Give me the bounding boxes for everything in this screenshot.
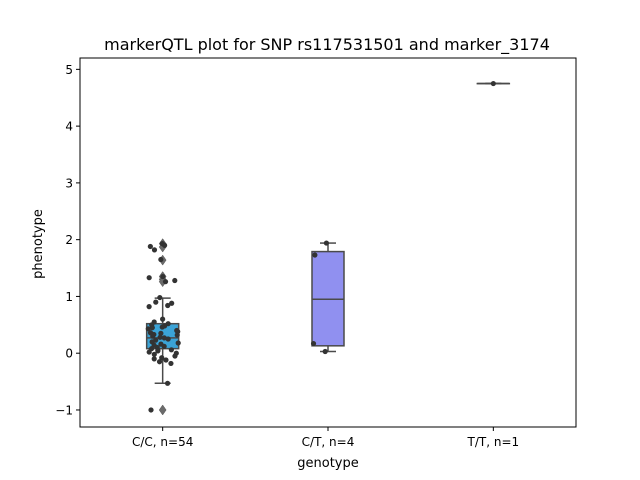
x-tick-label: T/T, n=1	[467, 435, 520, 449]
data-point	[175, 340, 181, 346]
y-tick-label: 5	[65, 63, 73, 77]
data-point	[151, 331, 157, 338]
data-point	[146, 349, 152, 355]
data-point	[172, 277, 178, 284]
data-point	[172, 353, 178, 359]
data-point	[165, 302, 171, 309]
data-point	[160, 316, 166, 322]
data-point	[146, 275, 152, 281]
box-group	[311, 242, 345, 353]
x-axis: C/C, n=54 C/T, n=4 T/T, n=1	[132, 427, 519, 449]
data-point	[323, 240, 330, 246]
data-points	[145, 80, 496, 413]
data-point	[168, 360, 174, 367]
data-point	[312, 252, 318, 258]
box-plots	[145, 82, 511, 416]
data-point	[151, 351, 157, 357]
data-point	[157, 294, 163, 301]
data-point	[159, 355, 165, 361]
data-point	[322, 348, 328, 355]
y-axis: −1 0 1 2 3 4 5	[55, 63, 80, 417]
data-point	[151, 247, 158, 253]
data-point	[149, 325, 155, 331]
data-point	[145, 326, 151, 332]
y-tick-label: 0	[65, 347, 73, 361]
data-point	[156, 359, 163, 365]
x-tick-label: C/C, n=54	[132, 435, 193, 449]
data-point	[174, 332, 180, 338]
x-tick-label: C/T, n=4	[302, 435, 355, 449]
data-point	[168, 347, 174, 353]
y-axis-label: phenotype	[31, 209, 46, 279]
y-tick-label: 4	[65, 120, 73, 134]
data-point	[163, 357, 169, 363]
outlier-marker	[158, 404, 167, 416]
y-tick-label: 3	[65, 176, 73, 190]
data-point	[310, 340, 317, 347]
data-point	[164, 380, 171, 386]
data-point	[148, 407, 154, 413]
data-point	[169, 300, 175, 306]
data-point	[151, 356, 157, 362]
data-point	[160, 273, 166, 280]
x-axis-label: genotype	[297, 456, 358, 471]
data-point	[155, 348, 161, 354]
data-point	[165, 336, 171, 342]
data-point	[153, 299, 159, 305]
y-tick-label: 2	[65, 233, 73, 247]
data-point	[159, 324, 165, 330]
data-point	[146, 304, 152, 310]
y-tick-label: −1	[55, 403, 73, 417]
data-point	[158, 330, 164, 336]
data-point	[158, 256, 164, 263]
chart-title: markerQTL plot for SNP rs117531501 and m…	[104, 35, 550, 55]
data-point	[161, 343, 167, 349]
y-tick-label: 1	[65, 290, 73, 304]
data-point	[157, 334, 163, 340]
data-point	[162, 242, 168, 248]
data-point	[162, 279, 169, 285]
data-point	[490, 80, 496, 87]
data-point	[147, 243, 153, 250]
